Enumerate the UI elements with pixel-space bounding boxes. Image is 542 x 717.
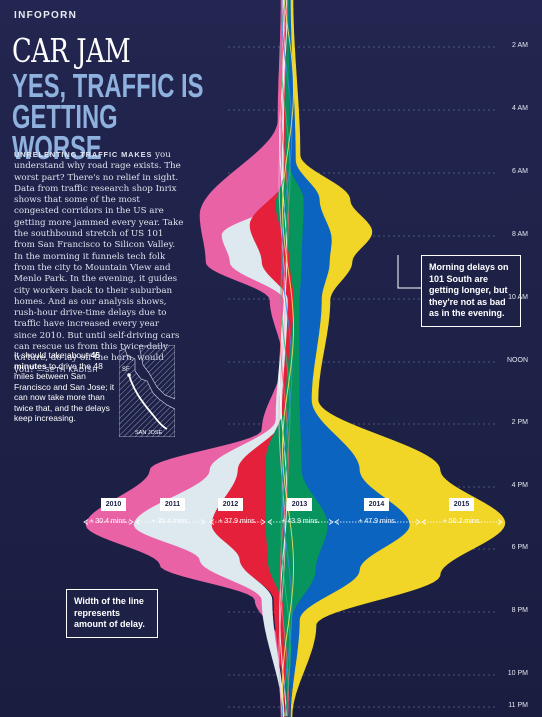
map-label-sf: SF — [122, 367, 130, 373]
page-subtitle: YES, TRAFFIC IS GETTING WORSE — [12, 67, 204, 166]
time-label: NOON — [507, 357, 528, 364]
sf-marker — [127, 373, 131, 377]
year-label-2013: 2013 — [287, 498, 312, 511]
time-label: 11 PM — [508, 702, 528, 709]
stream-spine — [280, 0, 291, 717]
callout-leader — [397, 255, 421, 289]
arrowhead — [83, 519, 89, 525]
distance-note-bold: 45 minutes — [14, 350, 101, 371]
time-label: 8 PM — [511, 607, 528, 614]
stream-spine — [279, 0, 289, 717]
arrowhead — [128, 519, 134, 525]
arrowhead — [267, 519, 273, 525]
time-label: 8 AM — [512, 231, 528, 238]
bay-area-land — [119, 348, 175, 437]
delay-label-2011: + 35.4 mins. — [151, 518, 190, 525]
article-byline: —SETH KADISH — [37, 366, 99, 374]
delay-label-2015: + 50.2 mins. — [442, 518, 482, 525]
year-label-2011: 2011 — [160, 498, 185, 511]
stream-spine — [278, 0, 286, 717]
arrowhead — [334, 519, 340, 525]
arrowhead — [415, 519, 421, 525]
delay-label-2012: + 37.9 mins. — [218, 518, 257, 525]
bay-area-land-east — [138, 345, 175, 400]
delay-label-2014: + 47.9 mins. — [358, 518, 397, 525]
article-body: UNRELENTING TRAFFIC MAKES you understand… — [14, 149, 184, 376]
arrowhead — [328, 519, 334, 525]
year-label-2010: 2010 — [101, 498, 126, 511]
time-label: 6 PM — [511, 544, 528, 551]
route-map: SF SAN JOSE — [119, 345, 175, 437]
stream-spine — [282, 0, 294, 717]
time-label: 10 PM — [507, 670, 528, 677]
time-label: 10 AM — [508, 294, 528, 301]
time-label: 6 AM — [512, 168, 528, 175]
delay-label-2010: + 30.4 mins. — [89, 518, 128, 525]
arrowhead — [260, 519, 266, 525]
time-label: 4 PM — [511, 482, 528, 489]
route-101-line — [128, 374, 168, 430]
distance-note-part2: to drive the 48 miles between San Franci… — [14, 360, 115, 424]
distance-note-part1: It should take about — [14, 350, 91, 360]
arrowhead — [421, 519, 427, 525]
arrowhead — [497, 519, 503, 525]
arrowhead — [200, 519, 206, 525]
arrowhead — [135, 519, 141, 525]
arrowhead — [209, 519, 215, 525]
stream-2015 — [290, 0, 506, 717]
time-label: 4 AM — [512, 105, 528, 112]
article-lead: UNRELENTING TRAFFIC MAKES — [14, 150, 153, 159]
morning-callout: Morning delays on 101 South are getting … — [421, 255, 521, 327]
map-label-san-jose: SAN JOSE — [135, 430, 163, 436]
time-label: 2 AM — [512, 42, 528, 49]
delay-label-2013: + 43.9 mins. — [281, 518, 320, 525]
width-legend-callout: Width of the line represents amount of d… — [66, 589, 158, 638]
year-label-2014: 2014 — [364, 498, 389, 511]
section-label: INFOPORN — [14, 10, 78, 21]
article-text: you understand why road rage exists. The… — [14, 150, 184, 375]
year-label-2012: 2012 — [218, 498, 243, 511]
distance-note: It should take about 45 minutes to drive… — [14, 350, 119, 424]
page-title: CAR JAM — [12, 31, 131, 70]
time-label: 2 PM — [511, 419, 528, 426]
year-label-2015: 2015 — [449, 498, 474, 511]
stream-spine — [279, 0, 288, 717]
